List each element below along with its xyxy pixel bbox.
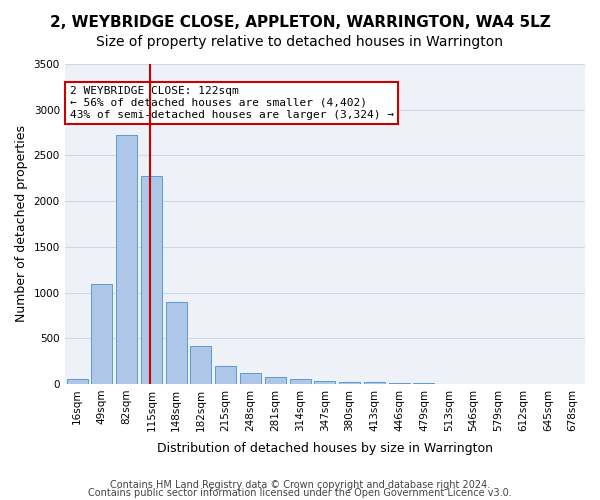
Text: Size of property relative to detached houses in Warrington: Size of property relative to detached ho… [97,35,503,49]
Bar [339,382,360,384]
Bar [141,176,162,384]
Bar [67,380,88,384]
Text: Contains HM Land Registry data © Crown copyright and database right 2024.: Contains HM Land Registry data © Crown c… [110,480,490,490]
Bar [364,382,385,384]
Bar [389,383,410,384]
Bar [314,380,335,384]
Bar [190,346,211,384]
Bar [166,302,187,384]
Text: 2 WEYBRIDGE CLOSE: 122sqm
← 56% of detached houses are smaller (4,402)
43% of se: 2 WEYBRIDGE CLOSE: 122sqm ← 56% of detac… [70,86,394,120]
Bar [91,284,112,384]
Bar [240,374,261,384]
Bar [116,136,137,384]
Bar [215,366,236,384]
Y-axis label: Number of detached properties: Number of detached properties [15,126,28,322]
Bar [265,376,286,384]
Bar [290,379,311,384]
X-axis label: Distribution of detached houses by size in Warrington: Distribution of detached houses by size … [157,442,493,455]
Text: 2, WEYBRIDGE CLOSE, APPLETON, WARRINGTON, WA4 5LZ: 2, WEYBRIDGE CLOSE, APPLETON, WARRINGTON… [50,15,550,30]
Text: Contains public sector information licensed under the Open Government Licence v3: Contains public sector information licen… [88,488,512,498]
